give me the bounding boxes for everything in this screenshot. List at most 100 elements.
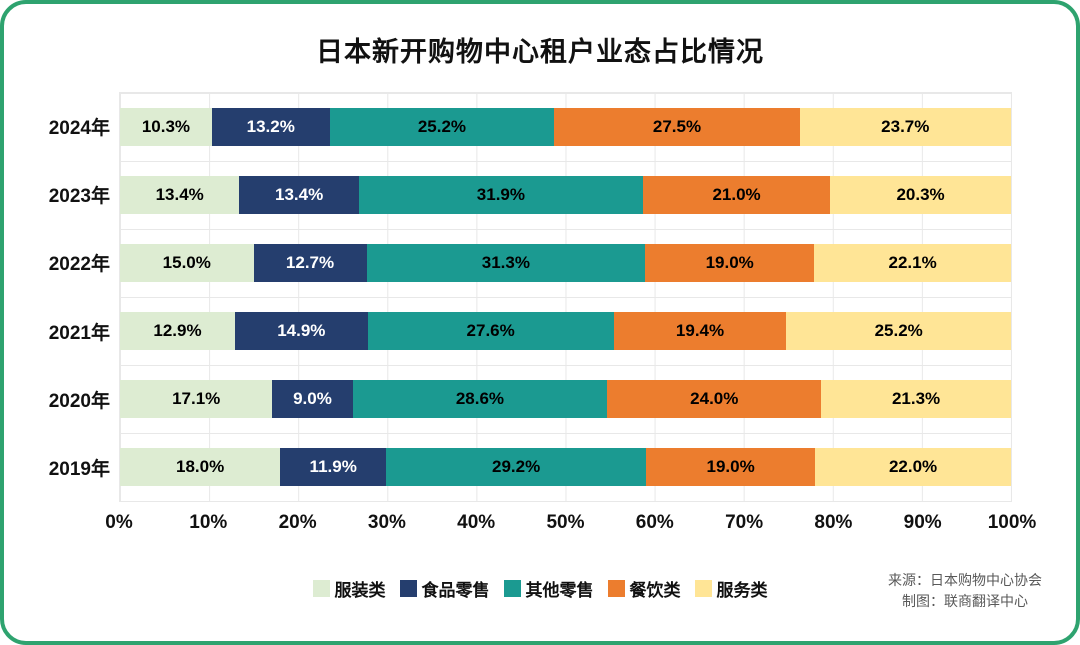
- legend-item: 服务类: [694, 576, 768, 601]
- bar-segment-label: 22.1%: [888, 253, 937, 272]
- bar-segment: 31.9%: [358, 176, 643, 214]
- y-axis-label: 2019年: [48, 459, 110, 481]
- source-note: 来源：日本购物中心协会 制图：联商翻译中心: [888, 570, 1042, 612]
- bar-segment: 25.2%: [329, 108, 555, 146]
- bar-segment-label: 9.0%: [293, 389, 332, 408]
- x-axis-tick: 60%: [635, 512, 674, 533]
- bar-segment-label: 22.0%: [888, 457, 938, 476]
- x-axis-tick: 90%: [903, 512, 942, 533]
- bar-segment: 21.3%: [821, 380, 1011, 418]
- bar-segment: 28.6%: [352, 380, 608, 418]
- bar-segment-label: 25.2%: [417, 117, 467, 136]
- legend-label: 餐饮类: [629, 581, 681, 600]
- bar-segment: 21.0%: [643, 176, 831, 214]
- bar-segment-label: 12.9%: [153, 321, 202, 340]
- bar-segment: 15.0%: [120, 244, 254, 282]
- bar-segment: 20.3%: [830, 176, 1011, 214]
- bar-row: 15.0% 12.7% 31.3% 19.0% 22.1%: [120, 229, 1011, 297]
- y-axis-labels: 2024年 2023年 2022年 2021年 2020年 2019年: [18, 92, 110, 502]
- bar-segment-label: 29.2%: [491, 457, 541, 476]
- legend-label: 食品零售: [421, 581, 490, 600]
- bar-segment-label: 25.2%: [874, 321, 923, 340]
- legend-swatch-icon: [607, 580, 625, 597]
- legend-item: 其他零售: [503, 576, 594, 601]
- bar-segment: 13.4%: [120, 176, 240, 214]
- bar-segment: 11.9%: [280, 448, 387, 486]
- bar-row: 10.3% 13.2% 25.2% 27.5% 23.7%: [120, 93, 1011, 161]
- x-axis-tick: 70%: [725, 512, 764, 533]
- bar-segment-label: 15.0%: [162, 253, 211, 272]
- bar-segment: 12.7%: [253, 244, 367, 282]
- bar-segment-label: 28.6%: [455, 389, 505, 408]
- legend: 服装类 食品零售 其他零售 餐饮类 服务类: [4, 576, 1076, 601]
- x-axis-tick: 100%: [987, 512, 1037, 533]
- x-axis-tick: 50%: [546, 512, 585, 533]
- legend-item: 餐饮类: [607, 576, 681, 601]
- y-axis-label: 2020年: [48, 390, 110, 412]
- stacked-bar: 15.0% 12.7% 31.3% 19.0% 22.1%: [120, 244, 1011, 282]
- y-axis-label: 2024年: [48, 117, 110, 139]
- bar-segment-label: 19.4%: [675, 321, 725, 340]
- y-axis-label: 2023年: [48, 185, 110, 207]
- bar-segment-label: 13.4%: [155, 185, 204, 204]
- bar-segment: 19.4%: [613, 312, 787, 350]
- stacked-bar: 17.1% 9.0% 28.6% 24.0% 21.3%: [120, 380, 1011, 418]
- chart-title: 日本新开购物中心租户业态占比情况: [316, 37, 764, 67]
- bar-segment-label: 20.3%: [896, 185, 945, 204]
- bar-segment: 27.5%: [554, 108, 800, 146]
- bar-segment: 23.7%: [799, 108, 1011, 146]
- bar-segment-label: 13.4%: [274, 185, 324, 204]
- bar-segment-label: 27.6%: [466, 321, 515, 340]
- bar-segment-label: 31.9%: [476, 185, 525, 204]
- bar-segment-label: 23.7%: [881, 117, 930, 136]
- legend-swatch-icon: [312, 580, 330, 597]
- bar-segment: 13.4%: [239, 176, 359, 214]
- y-axis-label: 2021年: [48, 322, 110, 344]
- bar-segment-label: 19.0%: [705, 253, 754, 272]
- legend-label: 其他零售: [525, 581, 594, 600]
- bar-segment: 25.2%: [786, 312, 1011, 350]
- bar-rows: 10.3% 13.2% 25.2% 27.5% 23.7% 13.4% 13.4% 31.9%…: [120, 93, 1011, 501]
- bar-segment: 19.0%: [645, 244, 815, 282]
- x-axis-tick: 30%: [367, 512, 406, 533]
- bar-segment-label: 21.3%: [891, 389, 941, 408]
- stacked-bar: 10.3% 13.2% 25.2% 27.5% 23.7%: [120, 108, 1011, 146]
- x-axis-tick: 0%: [105, 512, 133, 533]
- bar-segment-label: 31.3%: [481, 253, 530, 272]
- source-line-1: 来源：日本购物中心协会: [888, 572, 1042, 588]
- legend-swatch-icon: [399, 580, 417, 597]
- bar-row: 18.0% 11.9% 29.2% 19.0% 22.0%: [120, 433, 1011, 501]
- bar-row: 17.1% 9.0% 28.6% 24.0% 21.3%: [120, 365, 1011, 433]
- stacked-bar: 12.9% 14.9% 27.6% 19.4% 25.2%: [120, 312, 1011, 350]
- x-axis-tick: 80%: [814, 512, 853, 533]
- x-axis-tick: 20%: [278, 512, 317, 533]
- bar-segment-label: 14.9%: [277, 321, 326, 340]
- legend-swatch-icon: [694, 580, 712, 597]
- bar-row: 13.4% 13.4% 31.9% 21.0% 20.3%: [120, 161, 1011, 229]
- bar-segment-label: 17.1%: [172, 389, 221, 408]
- x-axis-tick: 40%: [457, 512, 496, 533]
- bar-segment-label: 13.2%: [246, 117, 295, 136]
- bar-segment: 24.0%: [607, 380, 822, 418]
- bar-segment-label: 19.0%: [706, 457, 755, 476]
- bar-segment: 10.3%: [120, 108, 212, 146]
- bar-segment-label: 12.7%: [285, 253, 335, 272]
- bar-segment: 27.6%: [367, 312, 614, 350]
- bar-segment: 22.1%: [814, 244, 1011, 282]
- legend-item: 食品零售: [399, 576, 490, 601]
- bar-row: 12.9% 14.9% 27.6% 19.4% 25.2%: [120, 297, 1011, 365]
- bar-segment: 22.0%: [815, 448, 1011, 486]
- legend-label: 服务类: [716, 581, 768, 600]
- bar-segment: 13.2%: [211, 108, 330, 146]
- bar-segment-label: 10.3%: [141, 117, 191, 136]
- legend-label: 服装类: [334, 581, 386, 600]
- bar-segment: 14.9%: [234, 312, 368, 350]
- bar-segment: 18.0%: [120, 448, 281, 486]
- bar-segment: 19.0%: [646, 448, 816, 486]
- source-line-2: 制图：联商翻译中心: [902, 593, 1028, 609]
- x-axis-tick: 10%: [189, 512, 228, 533]
- x-axis: 0% 10% 20% 30% 40% 50% 60% 70% 80% 90% 100%: [105, 512, 1036, 540]
- y-axis-label: 2022年: [48, 254, 110, 276]
- plot-area: 10.3% 13.2% 25.2% 27.5% 23.7% 13.4% 13.4% 31.9%…: [119, 92, 1012, 502]
